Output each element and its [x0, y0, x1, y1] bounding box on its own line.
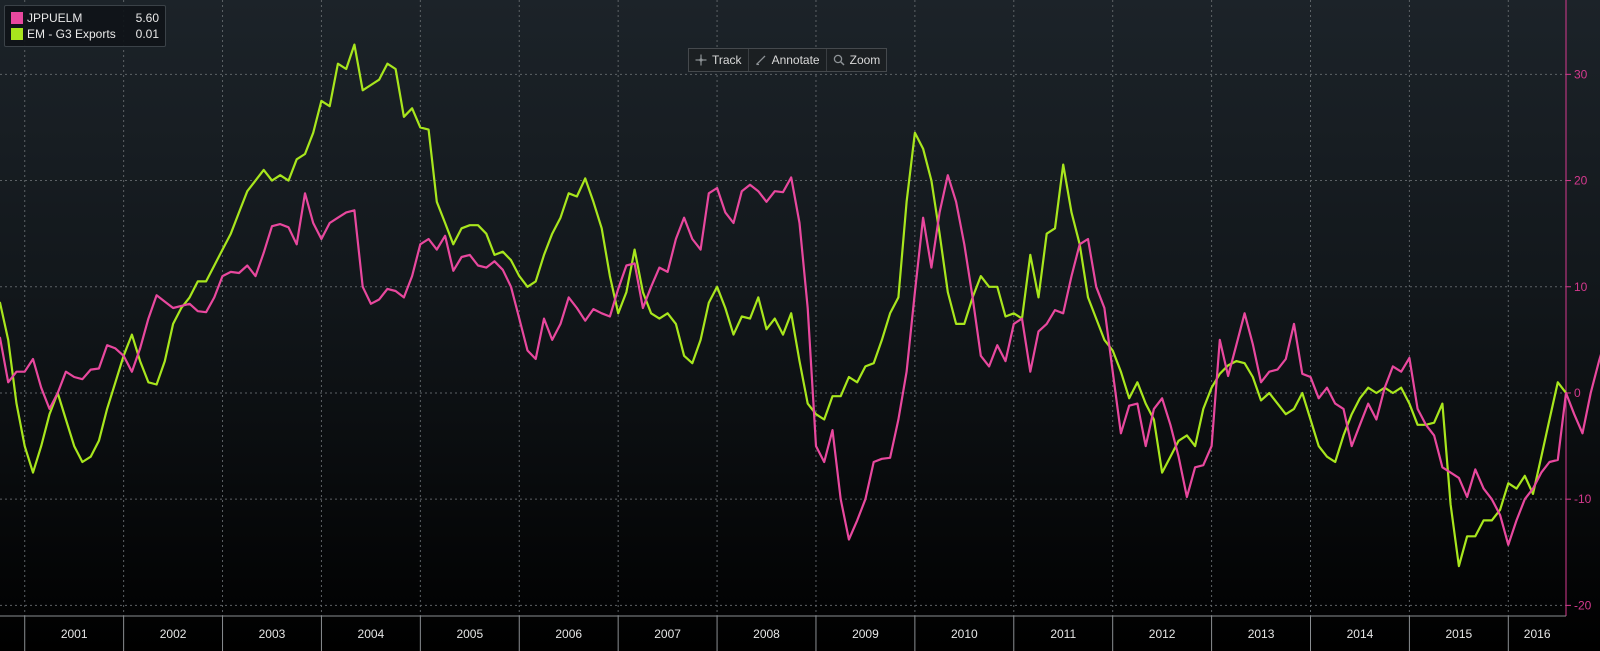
- y-tick-label: 0: [1574, 386, 1581, 400]
- x-tick-label: 2014: [1347, 627, 1374, 641]
- track-label: Track: [712, 53, 742, 67]
- series-layer[interactable]: [0, 43, 1600, 568]
- grid-layer: [0, 0, 1566, 616]
- annotate-button[interactable]: Annotate: [747, 49, 826, 71]
- x-tick-label: 2002: [160, 627, 187, 641]
- annotate-label: Annotate: [771, 53, 820, 67]
- legend-swatch-em-g3-exports: [11, 28, 23, 40]
- legend[interactable]: JPPUELM 5.60 EM - G3 Exports 0.01: [4, 5, 166, 47]
- x-tick-label: 2001: [61, 627, 88, 641]
- chart-toolbar: Track Annotate Zoom: [688, 48, 888, 72]
- legend-value-em-g3-exports: 0.01: [135, 27, 159, 41]
- x-tick-label: 2010: [951, 627, 978, 641]
- x-tick-label: 2005: [456, 627, 483, 641]
- series-line-jppuelm[interactable]: [0, 174, 1600, 546]
- legend-item-em-g3-exports[interactable]: EM - G3 Exports 0.01: [11, 26, 159, 42]
- y-tick-label: 10: [1574, 280, 1588, 294]
- x-tick-label: 2003: [259, 627, 286, 641]
- zoom-label: Zoom: [849, 53, 881, 67]
- x-tick-label: 2006: [555, 627, 582, 641]
- x-tick-label: 2012: [1149, 627, 1176, 641]
- x-tick-label: 2013: [1248, 627, 1275, 641]
- magnifier-icon: [833, 54, 845, 66]
- legend-value-jppuelm: 5.60: [135, 11, 159, 25]
- legend-label-em-g3-exports: EM - G3 Exports: [27, 27, 116, 41]
- series-line-em-g3-exports[interactable]: [0, 43, 1568, 568]
- x-tick-label: 2009: [852, 627, 879, 641]
- y-tick-label: 20: [1574, 174, 1588, 188]
- zoom-button[interactable]: Zoom: [825, 49, 887, 71]
- crosshair-icon: [695, 54, 707, 66]
- y-tick-label: -20: [1574, 598, 1592, 612]
- x-tick-label: 2015: [1446, 627, 1473, 641]
- legend-swatch-jppuelm: [11, 12, 23, 24]
- y-tick-label: 30: [1574, 67, 1588, 81]
- x-tick-label: 2016: [1524, 627, 1551, 641]
- x-tick-label: 2011: [1050, 627, 1076, 641]
- pencil-icon: [755, 55, 766, 66]
- x-tick-label: 2007: [654, 627, 681, 641]
- track-button[interactable]: Track: [689, 49, 748, 71]
- y-tick-label: -10: [1574, 492, 1592, 506]
- legend-label-jppuelm: JPPUELM: [27, 11, 83, 25]
- legend-item-jppuelm[interactable]: JPPUELM 5.60: [11, 10, 159, 26]
- x-tick-label: 2008: [753, 627, 780, 641]
- x-tick-label: 2004: [358, 627, 385, 641]
